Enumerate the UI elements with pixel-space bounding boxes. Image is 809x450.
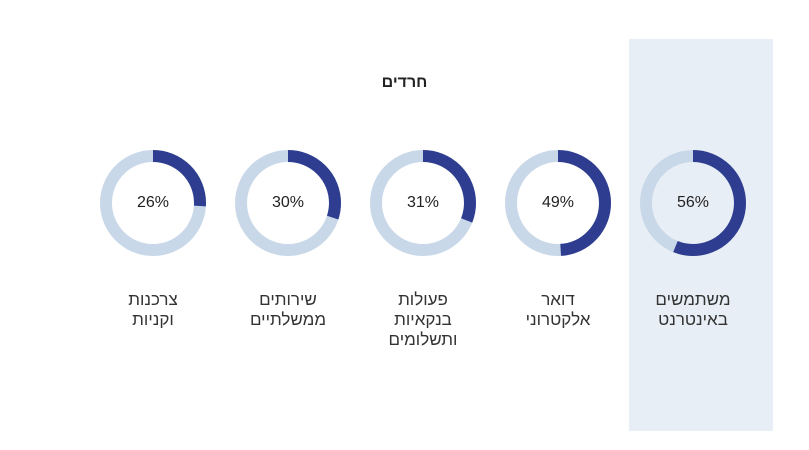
category-label: צרכנות וקניות <box>88 290 218 330</box>
donut-svg <box>505 150 611 256</box>
donut-fill-arc <box>505 150 611 256</box>
category-label-line: באינטרנט <box>658 310 728 329</box>
donut-value-label: 26% <box>136 194 170 211</box>
donut-fill-arc <box>370 150 476 256</box>
donut-fill-arc <box>640 150 746 256</box>
category-label-line: וקניות <box>132 310 174 329</box>
category-label-line: ממשלתיים <box>249 310 327 329</box>
donut-svg <box>370 150 476 256</box>
donut-value-label: 49% <box>541 194 575 211</box>
category-label: דואר אלקטרוני <box>493 290 623 330</box>
donut-government-services: 30% <box>232 147 344 259</box>
donut-value-label: 31% <box>406 194 440 211</box>
category-label-line: דואר <box>541 290 575 309</box>
category-label-line: בנקאיות <box>394 310 452 329</box>
donut-value-label: 56% <box>676 194 710 211</box>
chart-title: חרדים <box>381 74 428 91</box>
donut-banking: 31% <box>367 147 479 259</box>
category-label-line: אלקטרוני <box>525 310 591 329</box>
category-label-line: שירותים <box>259 290 317 309</box>
donut-internet-users: 56% <box>637 147 749 259</box>
donut-svg <box>235 150 341 256</box>
category-label: שירותים ממשלתיים <box>223 290 353 330</box>
donut-fill-arc <box>100 150 206 256</box>
category-label-line: צרכנות <box>128 290 178 309</box>
category-label: פעולות בנקאיות ותשלומים <box>358 290 488 350</box>
category-label-line: ותשלומים <box>388 330 458 349</box>
donut-svg <box>640 150 746 256</box>
donut-svg <box>100 150 206 256</box>
category-label: משתמשים באינטרנט <box>628 290 758 330</box>
donut-value-label: 30% <box>271 194 305 211</box>
donut-fill-arc <box>235 150 341 256</box>
category-label-line: משתמשים <box>655 290 731 309</box>
donut-purchases: 26% <box>97 147 209 259</box>
donut-email: 49% <box>502 147 614 259</box>
category-label-line: פעולות <box>398 290 448 309</box>
